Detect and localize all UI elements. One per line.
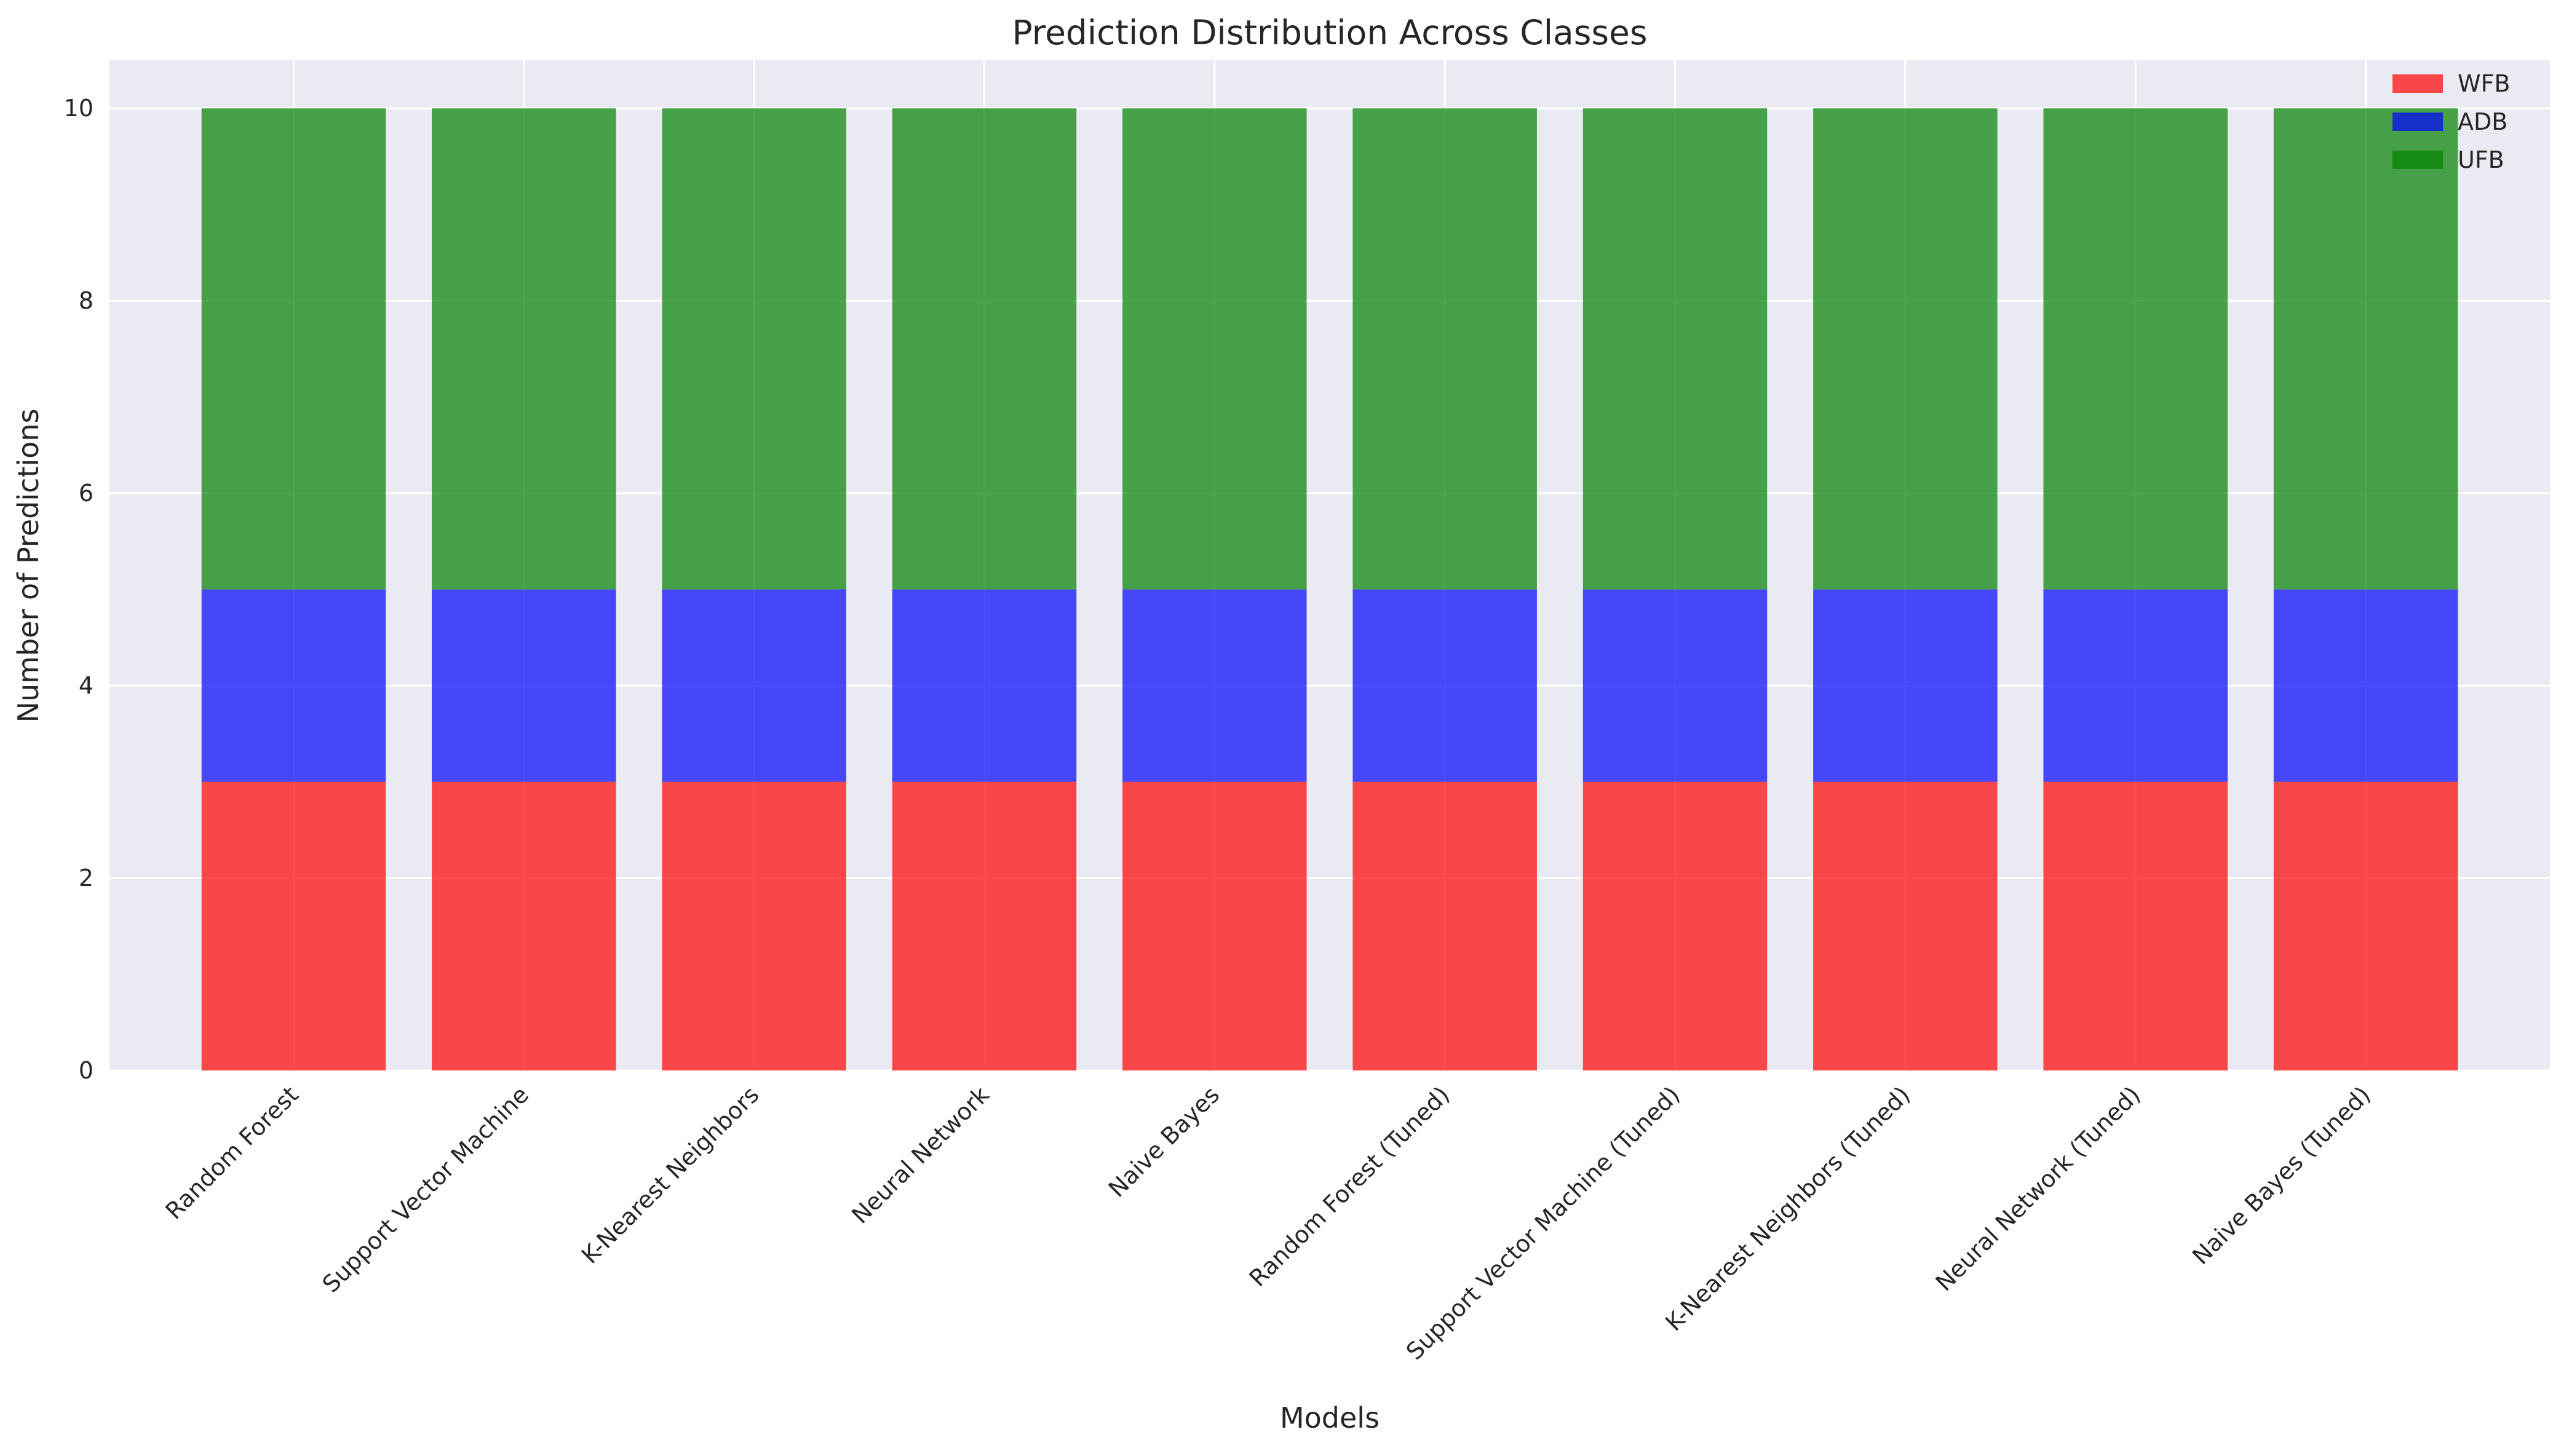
bar-ufb — [1122, 108, 1307, 590]
bar-adb — [1122, 589, 1307, 782]
x-tick-label: Random Forest — [160, 1081, 303, 1224]
bar-ufb — [892, 108, 1077, 590]
bar-wfb — [432, 781, 616, 1070]
legend-swatch-ufb — [2392, 151, 2443, 169]
bar-wfb — [2273, 781, 2458, 1070]
legend-swatch-adb — [2392, 113, 2443, 131]
chart-title: Prediction Distribution Across Classes — [1012, 13, 1648, 52]
bar-adb — [432, 589, 616, 782]
y-tick-label: 4 — [79, 672, 93, 699]
legend: WFB ADB UFB — [2392, 70, 2511, 173]
bar-wfb — [1352, 781, 1537, 1070]
x-axis-title: Models — [1280, 1401, 1380, 1434]
bar-ufb — [201, 108, 386, 590]
bar-wfb — [892, 781, 1077, 1070]
x-tick-label: Support Vector Machine (Tuned) — [1401, 1081, 1685, 1365]
bar-ufb — [2043, 108, 2228, 590]
x-tick-label: Support Vector Machine — [317, 1081, 534, 1298]
bar-adb — [892, 589, 1077, 782]
bar-adb — [2043, 589, 2228, 782]
bar-wfb — [1582, 781, 1768, 1070]
bar-adb — [662, 589, 846, 782]
legend-label-adb: ADB — [2458, 108, 2507, 135]
y-tick-label: 8 — [79, 287, 93, 314]
bar-adb — [1352, 589, 1537, 782]
bar-adb — [1813, 589, 1998, 782]
y-axis-ticks: 0 2 4 6 8 10 — [64, 95, 93, 1084]
bar-wfb — [201, 781, 386, 1070]
y-tick-label: 10 — [64, 95, 93, 122]
y-tick-label: 0 — [79, 1057, 93, 1084]
x-tick-label: Neural Network (Tuned) — [1931, 1081, 2146, 1296]
legend-label-ufb: UFB — [2458, 146, 2504, 173]
bar-adb — [201, 589, 386, 782]
x-tick-label: K-Nearest Neighbors (Tuned) — [1660, 1081, 1915, 1336]
y-tick-label: 6 — [79, 480, 93, 507]
y-tick-label: 2 — [79, 865, 93, 892]
bar-ufb — [662, 108, 846, 590]
bar-wfb — [662, 781, 846, 1070]
x-axis-ticks: Random Forest Support Vector Machine K-Nea… — [160, 1081, 2375, 1365]
bar-wfb — [1122, 781, 1307, 1070]
x-tick-label: Naive Bayes — [1103, 1081, 1225, 1202]
bar-ufb — [1582, 108, 1768, 590]
x-tick-label: Neural Network — [846, 1081, 994, 1228]
bar-wfb — [1813, 781, 1998, 1070]
bar-adb — [1582, 589, 1768, 782]
x-tick-label: Random Forest (Tuned) — [1244, 1081, 1455, 1292]
bar-ufb — [1352, 108, 1537, 590]
bar-wfb — [2043, 781, 2228, 1070]
bars — [201, 108, 2458, 1070]
legend-swatch-wfb — [2392, 74, 2443, 93]
bar-ufb — [1813, 108, 1998, 590]
bar-adb — [2273, 589, 2458, 782]
bar-ufb — [432, 108, 616, 590]
legend-label-wfb: WFB — [2458, 70, 2511, 97]
y-axis-title: Number of Predictions — [12, 409, 45, 723]
x-tick-label: Naive Bayes (Tuned) — [2187, 1081, 2376, 1270]
x-tick-label: K-Nearest Neighbors — [576, 1081, 764, 1269]
bar-ufb — [2273, 108, 2458, 590]
